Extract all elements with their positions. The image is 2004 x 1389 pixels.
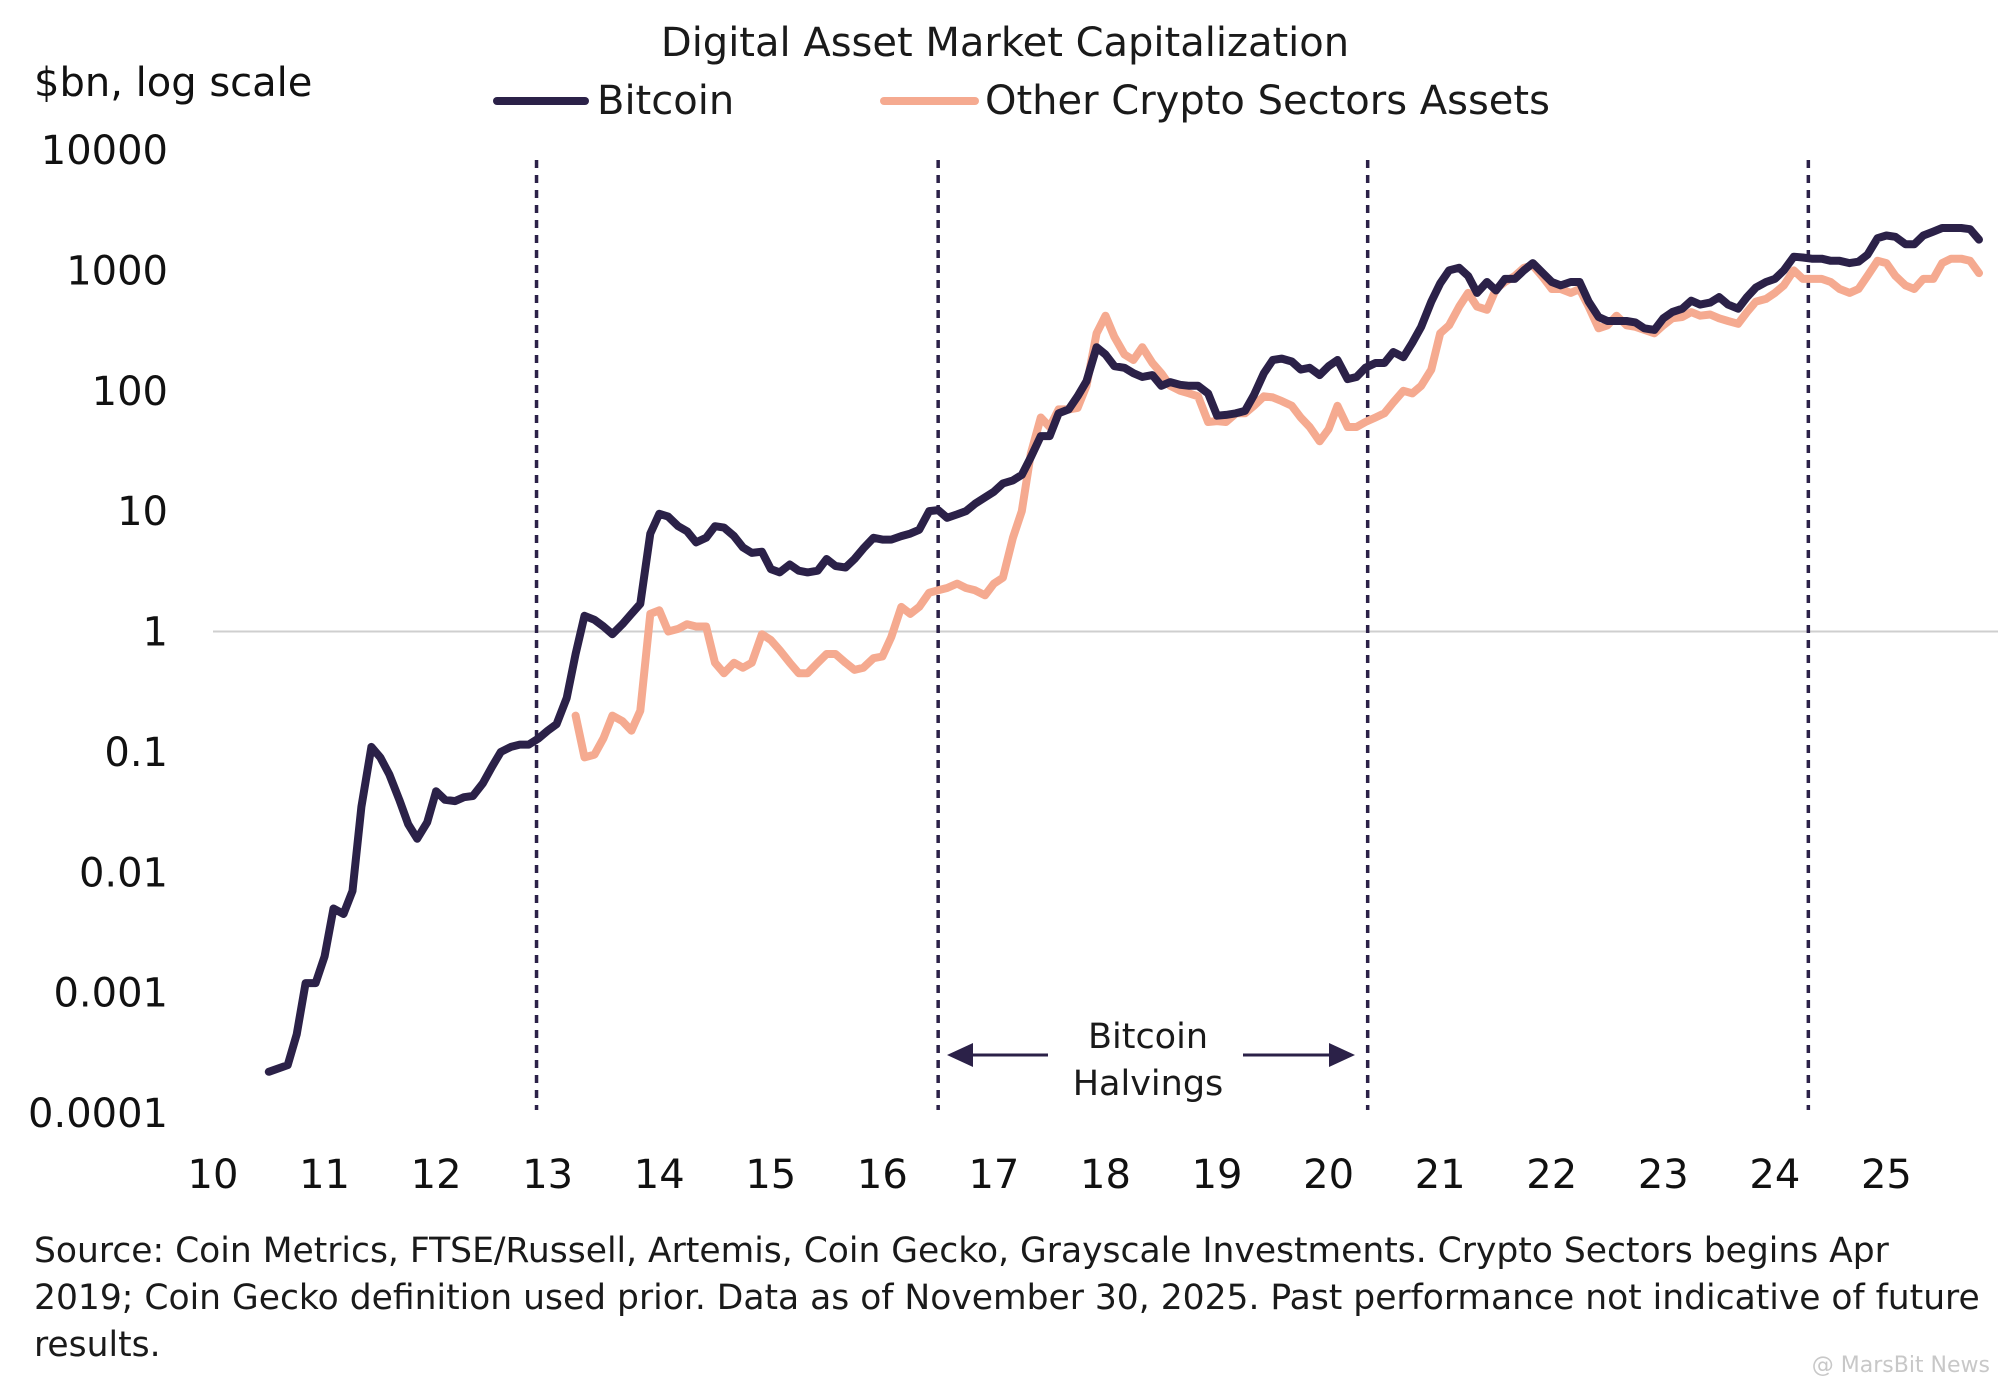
x-axis-ticks: 10 11 12 13 14 15 16 17 18 19 20 21 22 23 24 25: [188, 1152, 1912, 1198]
x-tick-label: 12: [411, 1152, 462, 1198]
y-tick-label: 100: [92, 369, 168, 415]
x-tick-label: 11: [299, 1152, 350, 1198]
chart-title: Digital Asset Market Capitalization: [661, 20, 1349, 66]
y-tick-label: 1: [143, 610, 168, 656]
y-tick-label: 1000: [66, 248, 168, 294]
legend-label-other-crypto: Other Crypto Sectors Assets: [985, 78, 1550, 124]
legend-label-bitcoin: Bitcoin: [597, 78, 734, 124]
x-tick-label: 19: [1192, 1152, 1243, 1198]
legend: Bitcoin Other Crypto Sectors Assets: [493, 78, 1550, 124]
series-line-bitcoin: [264, 224, 1983, 1076]
x-tick-label: 20: [1303, 1152, 1354, 1198]
x-tick-label: 25: [1861, 1152, 1912, 1198]
y-tick-label: 0.1: [104, 730, 168, 776]
series-lines: [264, 224, 1983, 1076]
halvings-annotation: Bitcoin Halvings: [947, 1017, 1355, 1104]
arrow-left-icon: [947, 1043, 973, 1067]
y-axis-label: $bn, log scale: [34, 60, 312, 106]
series-line-other-crypto: [571, 254, 1983, 762]
x-tick-label: 18: [1080, 1152, 1131, 1198]
y-axis-ticks: 10000 1000 100 10 1 0.1 0.01 0.001 0.0001: [28, 128, 168, 1137]
x-tick-label: 22: [1526, 1152, 1577, 1198]
halving-lines: [534, 160, 1811, 1110]
y-tick-label: 0.0001: [28, 1091, 168, 1137]
y-tick-label: 10: [117, 489, 168, 535]
x-tick-label: 24: [1749, 1152, 1800, 1198]
x-tick-label: 13: [522, 1152, 573, 1198]
y-tick-label: 10000: [41, 128, 168, 174]
x-tick-label: 21: [1415, 1152, 1466, 1198]
annotation-line-1: Bitcoin: [1088, 1017, 1208, 1057]
x-tick-label: 10: [188, 1152, 239, 1198]
source-note: Source: Coin Metrics, FTSE/Russell, Arte…: [34, 1231, 1980, 1365]
watermark: @ MarsBit News: [1811, 1353, 1990, 1378]
x-tick-label: 14: [634, 1152, 685, 1198]
x-tick-label: 16: [857, 1152, 908, 1198]
y-tick-label: 0.001: [53, 971, 168, 1017]
x-tick-label: 15: [745, 1152, 796, 1198]
x-tick-label: 17: [968, 1152, 1019, 1198]
arrow-right-icon: [1329, 1043, 1355, 1067]
y-tick-label: 0.01: [79, 850, 168, 896]
annotation-line-2: Halvings: [1073, 1064, 1224, 1104]
x-tick-label: 23: [1638, 1152, 1689, 1198]
